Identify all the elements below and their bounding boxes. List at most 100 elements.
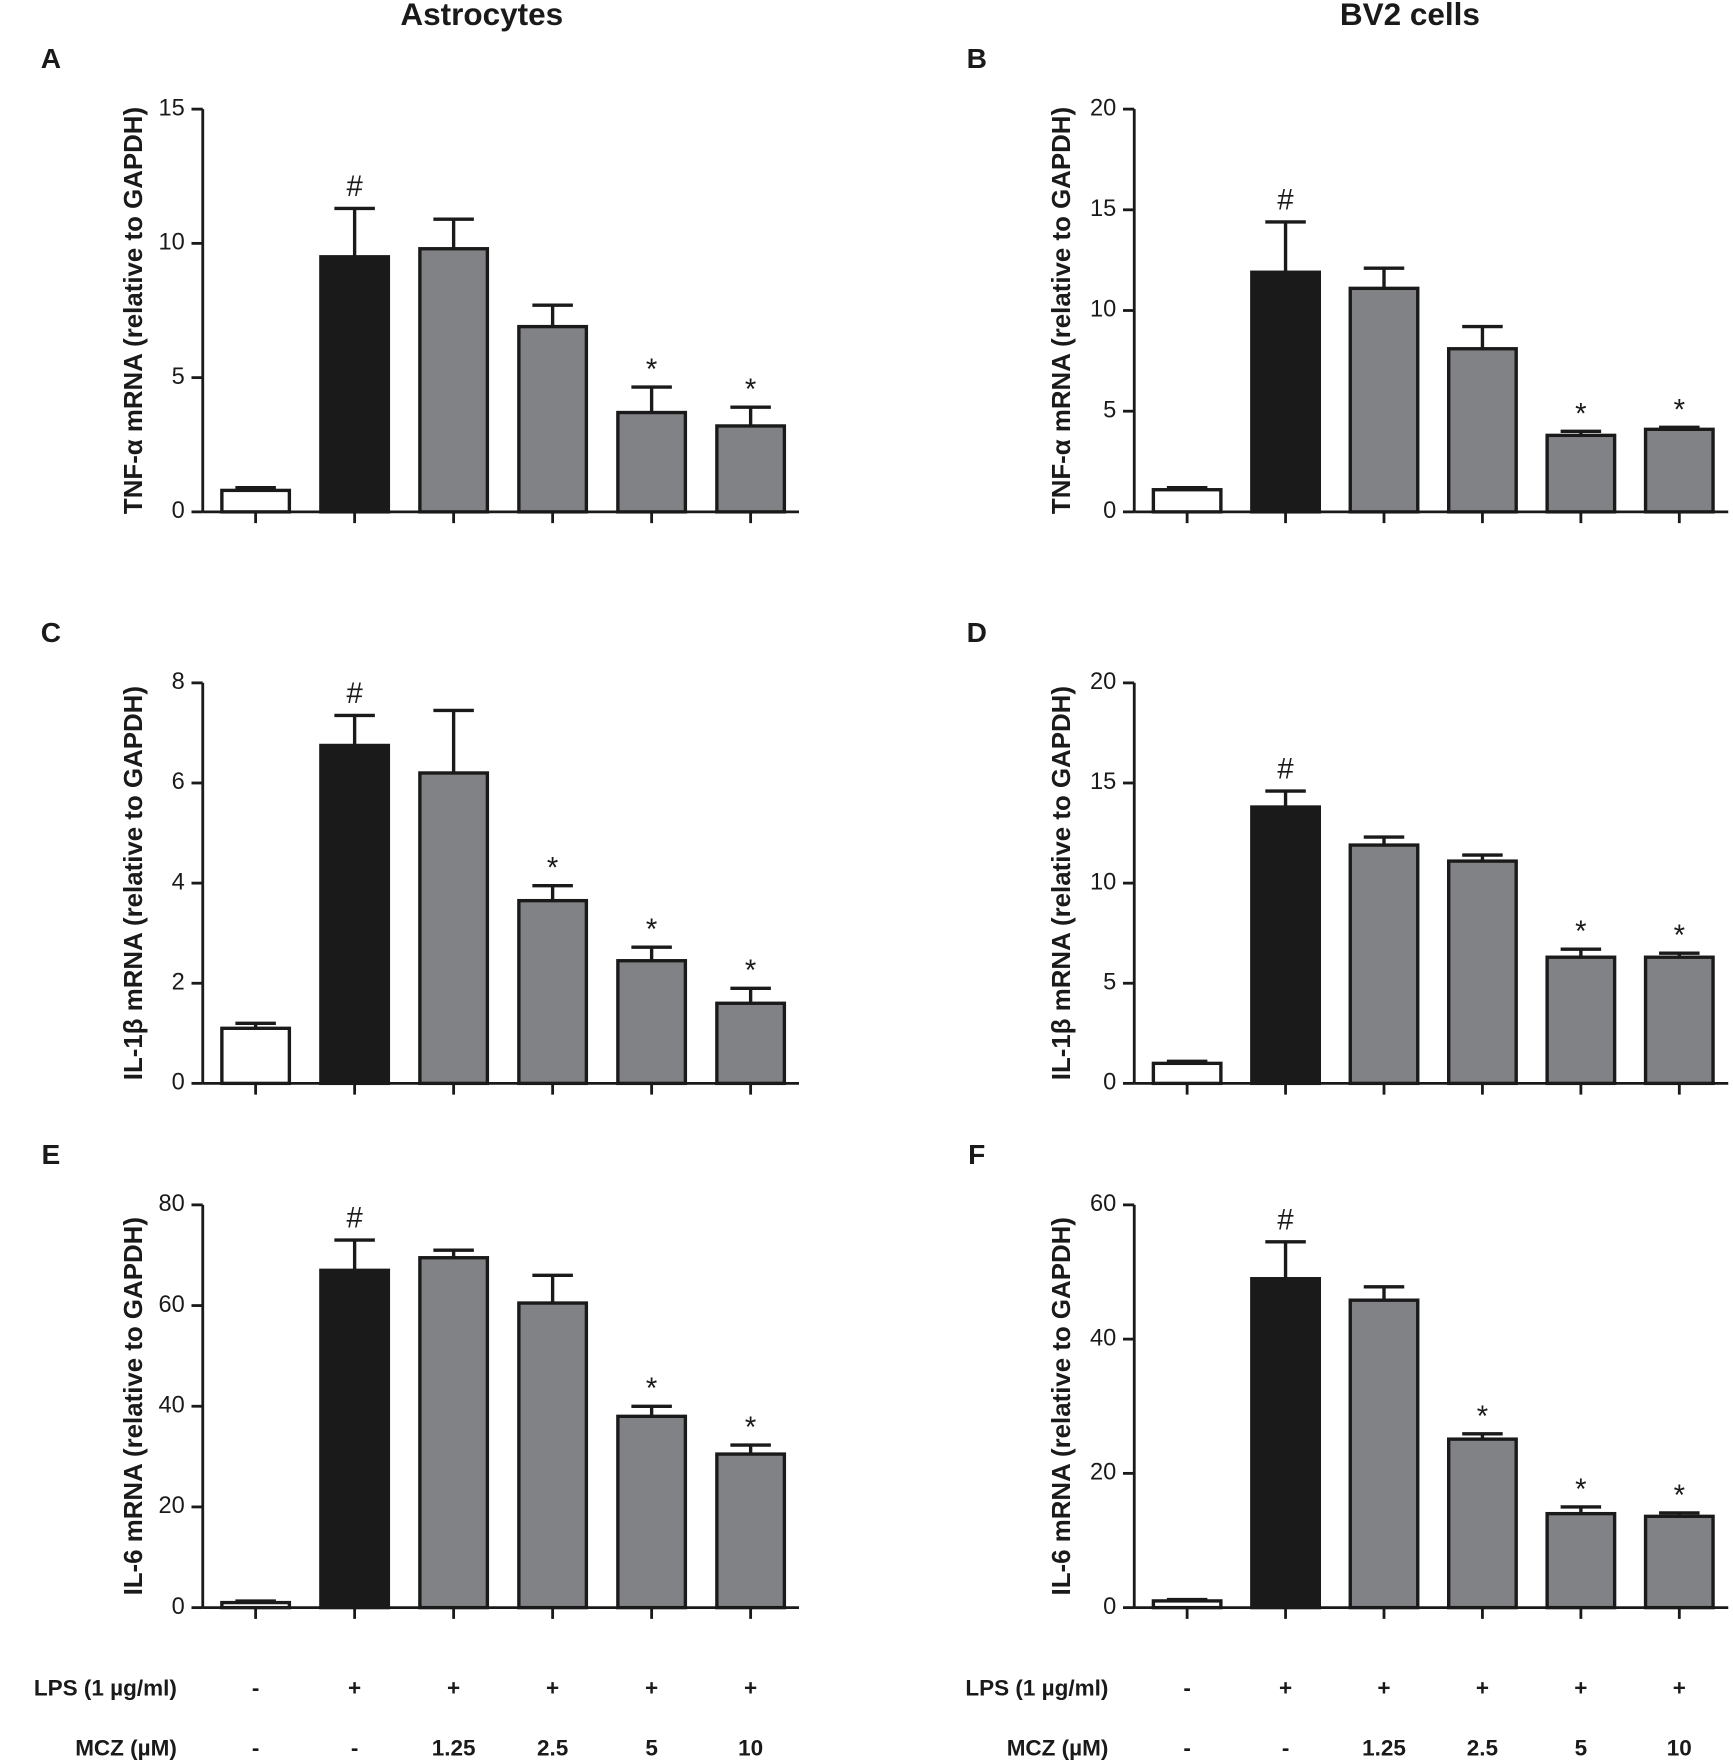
row-value: + [1279, 1676, 1292, 1701]
significance-mark: * [1674, 394, 1685, 426]
bar [220, 1026, 292, 1086]
row-value: 10 [738, 1735, 763, 1760]
bar [616, 410, 688, 514]
row-label: LPS (1 µg/ml) [34, 1676, 177, 1701]
row-label: MCZ (µM) [1007, 1735, 1109, 1760]
y-axis-label: IL-1β mRNA (relative to GAPDH) [1048, 686, 1076, 1080]
panel-letter: F [968, 1139, 985, 1170]
bar [616, 1414, 688, 1610]
y-axis-label: IL-6 mRNA (relative to GAPDH) [120, 1217, 148, 1595]
bar [1250, 270, 1321, 514]
significance-mark: * [646, 914, 657, 946]
row-value: 2.5 [537, 1735, 568, 1760]
bar [319, 743, 391, 1086]
y-tick-label: 8 [172, 669, 185, 695]
row-value: + [1574, 1676, 1587, 1701]
bar [220, 488, 292, 514]
bar [319, 255, 391, 514]
bar [1545, 1511, 1617, 1610]
panel-letter: D [967, 617, 987, 648]
bar [517, 898, 589, 1086]
y-tick-label: 15 [1090, 196, 1116, 222]
significance-mark: # [1277, 1204, 1294, 1236]
bar [1447, 859, 1518, 1086]
row-value: + [744, 1676, 757, 1701]
significance-mark: * [646, 354, 657, 386]
significance-mark: # [1277, 753, 1294, 785]
bar [715, 1001, 787, 1086]
bar [418, 1256, 490, 1610]
bar [1545, 433, 1617, 514]
row-value: 1.25 [1362, 1735, 1406, 1760]
y-axis-label: IL-6 mRNA (relative to GAPDH) [1048, 1217, 1076, 1595]
panel-letter: A [41, 43, 61, 74]
significance-mark: * [745, 374, 756, 406]
bar [517, 1301, 589, 1610]
row-value: - [351, 1735, 358, 1760]
y-tick-label: 6 [172, 769, 185, 795]
bar [1643, 1514, 1715, 1610]
row-value: 5 [645, 1735, 658, 1760]
y-tick-label: 0 [1103, 1070, 1116, 1096]
bar [1643, 427, 1715, 514]
y-tick-label: 20 [1090, 669, 1116, 695]
y-tick-label: 5 [1103, 969, 1116, 995]
significance-mark: * [646, 1373, 657, 1405]
y-tick-label: 60 [158, 1292, 184, 1318]
row-value: - [252, 1676, 260, 1701]
significance-mark: * [745, 1412, 756, 1444]
bar [1447, 347, 1518, 514]
column-title: Astrocytes [400, 0, 563, 32]
y-tick-label: 4 [172, 869, 185, 895]
bar [319, 1268, 391, 1610]
y-tick-label: 5 [1103, 397, 1116, 423]
bar [1151, 488, 1223, 514]
bar [1643, 955, 1715, 1086]
significance-mark: * [1575, 1474, 1586, 1506]
y-tick-label: 0 [1103, 1594, 1116, 1620]
y-tick-label: 0 [172, 1594, 185, 1620]
y-tick-label: 2 [172, 969, 185, 995]
y-tick-label: 20 [1090, 95, 1116, 121]
y-tick-label: 20 [1090, 1460, 1116, 1486]
y-tick-label: 0 [1103, 498, 1116, 524]
row-value: + [447, 1676, 460, 1701]
bar [715, 424, 787, 514]
bar [616, 959, 688, 1086]
panel-letter: E [42, 1139, 61, 1170]
row-value: + [1377, 1676, 1390, 1701]
column-title: BV2 cells [1340, 0, 1480, 32]
bar [1447, 1437, 1518, 1610]
row-label: LPS (1 µg/ml) [965, 1676, 1108, 1701]
row-value: + [546, 1676, 559, 1701]
y-tick-label: 0 [172, 498, 185, 524]
bar [1348, 1298, 1420, 1610]
bar [1348, 286, 1420, 514]
row-value: 5 [1575, 1735, 1588, 1760]
y-tick-label: 20 [158, 1493, 184, 1519]
bar [1250, 805, 1321, 1086]
y-tick-label: 10 [1090, 297, 1116, 323]
row-label: MCZ (µM) [75, 1735, 177, 1760]
significance-mark: * [1674, 920, 1685, 952]
significance-mark: # [346, 1203, 363, 1235]
row-value: 2.5 [1467, 1735, 1498, 1760]
bar [220, 1600, 292, 1610]
significance-mark: # [1277, 184, 1294, 216]
significance-mark: * [1477, 1401, 1488, 1433]
y-tick-label: 10 [158, 230, 184, 256]
bar [418, 247, 490, 514]
bar [517, 324, 589, 514]
row-value: 10 [1667, 1735, 1692, 1760]
y-tick-label: 60 [1090, 1191, 1116, 1217]
significance-mark: # [346, 678, 363, 710]
significance-mark: * [1575, 916, 1586, 948]
y-tick-label: 15 [158, 95, 184, 121]
row-value: + [1673, 1676, 1686, 1701]
bar [715, 1452, 787, 1610]
y-tick-label: 15 [1090, 769, 1116, 795]
panel-letter: B [967, 43, 987, 74]
significance-mark: # [346, 171, 363, 203]
y-tick-label: 10 [1090, 869, 1116, 895]
bar [1151, 1061, 1223, 1086]
